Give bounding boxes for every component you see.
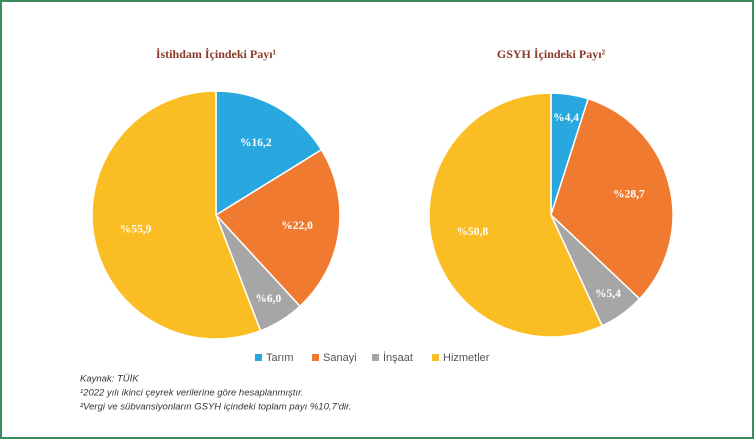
legend-label: Hizmetler (443, 352, 490, 364)
chart-title: İstihdam İçindeki Payı¹ (156, 47, 277, 61)
data-label: %28,7 (613, 189, 645, 201)
note: ²Vergi ve sübvansiyonların GSYH içindeki… (80, 402, 351, 413)
legend-swatch (312, 354, 319, 361)
chart-title: GSYH İçindeki Payı² (497, 47, 606, 61)
data-label: %4,4 (553, 112, 579, 124)
pie-slice (91, 90, 262, 340)
legend-label: Sanayi (323, 352, 357, 364)
legend-swatch (432, 354, 439, 361)
data-label: %55,9 (120, 224, 152, 236)
data-label: %22,0 (281, 220, 313, 232)
note: Kaynak: TÜİK (80, 374, 139, 385)
pie-slice (428, 92, 604, 338)
legend-swatch (372, 354, 379, 361)
note: ¹2022 yılı ikinci çeyrek verilerine göre… (80, 388, 304, 399)
data-label: %6,0 (255, 293, 281, 305)
pie-slice (214, 148, 341, 308)
legend-swatch (255, 354, 262, 361)
data-label: %50,8 (457, 226, 489, 238)
data-label: %5,4 (595, 288, 621, 300)
pie-slice (215, 90, 323, 217)
data-label: %16,2 (240, 137, 272, 149)
legend-label: Tarım (266, 352, 294, 364)
legend-label: İnşaat (383, 351, 413, 364)
pie-slice (550, 97, 674, 300)
